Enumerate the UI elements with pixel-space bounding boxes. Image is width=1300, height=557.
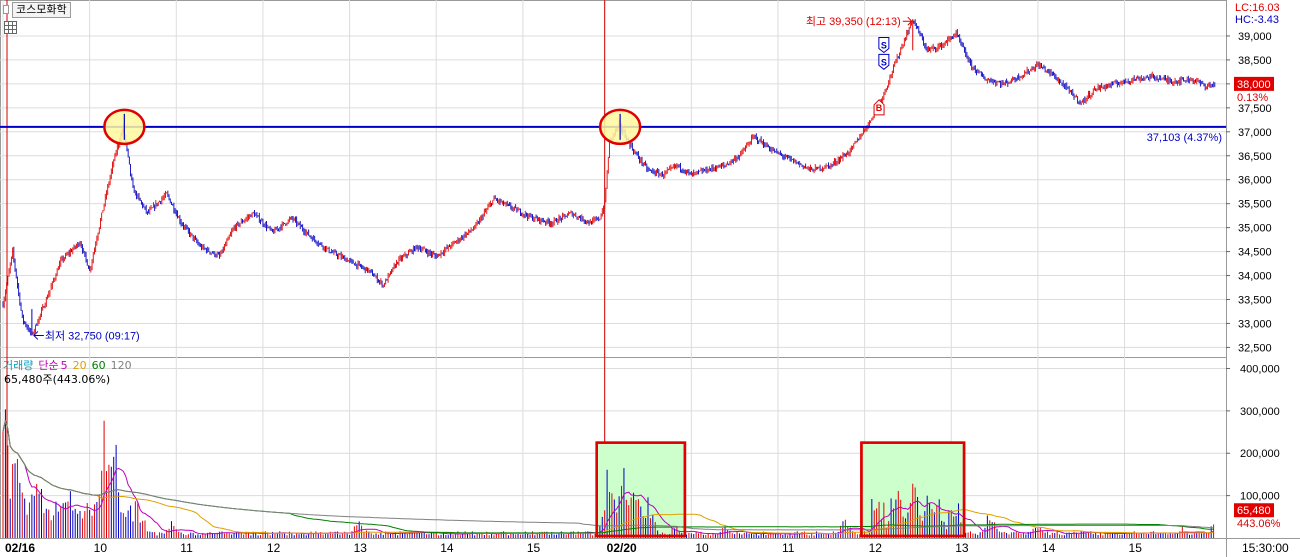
time-label: 12 — [267, 541, 281, 555]
current-volume-pct: 443.06% — [1237, 518, 1281, 530]
price-tick-label: 36,500 — [1238, 151, 1272, 163]
panel-toggle-icon[interactable] — [3, 5, 9, 14]
current-price-tag — [1234, 76, 1274, 91]
signal-label: S — [881, 57, 887, 67]
current-volume-tag — [1234, 503, 1274, 518]
price-candles — [2, 19, 1216, 336]
time-label: 13 — [354, 541, 368, 555]
hc-label: HC:-3.43 — [1235, 14, 1279, 26]
volume-tick-label: 400,000 — [1240, 363, 1280, 375]
volume-bars — [2, 409, 1215, 538]
volume-moving-averages — [2, 420, 1214, 535]
high-annotation: 최고 39,350 (12:13) — [806, 15, 901, 28]
volume-tick-label: 200,000 — [1240, 448, 1280, 460]
time-label: 13 — [955, 541, 969, 555]
current-volume: 65,480 — [1237, 505, 1271, 517]
price-tick-label: 36,000 — [1238, 175, 1272, 187]
time-label: 15:30:00 — [1242, 541, 1289, 555]
buy-signal-icon — [873, 99, 885, 116]
lc-label: LC:16.03 — [1235, 2, 1280, 14]
legend-ma20: 20 — [72, 359, 87, 372]
ma-120-line — [2, 420, 1214, 531]
price-tick-label: 37,500 — [1238, 103, 1272, 115]
price-panel-frame — [0, 0, 1227, 358]
volume-highlight-frame — [860, 441, 966, 538]
time-label: 14 — [440, 541, 454, 555]
stock-name: 코스모화학 — [16, 3, 67, 16]
price-tick-label: 34,500 — [1238, 247, 1272, 259]
signal-label: S — [881, 41, 887, 51]
legend-volume: 거래량 — [3, 359, 34, 372]
price-tick-label: 37,000 — [1238, 127, 1272, 139]
ma-20-line — [2, 420, 1214, 535]
sell-signal-icon — [878, 37, 890, 54]
price-tick-label: 35,000 — [1238, 223, 1272, 235]
time-label: 11 — [180, 541, 193, 555]
price-tick-label: 34,000 — [1238, 271, 1272, 283]
time-label: 02/20 — [607, 541, 637, 555]
reference-line-label: 37,103 (4.37%) — [1147, 132, 1222, 144]
price-tick-label: 33,500 — [1238, 295, 1272, 307]
price-tick-label: 32,500 — [1238, 342, 1272, 354]
legend-ma5: 5 — [60, 359, 68, 372]
chart-overlays: 37,103 (4.37%) 최고 39,350 (12:13) 최저 32,750… — [0, 15, 1226, 538]
time-label: 12 — [869, 541, 883, 555]
price-tick-label: 35,500 — [1238, 199, 1272, 211]
stock-name-box[interactable]: 코스모화학 — [12, 2, 71, 18]
volume-tick-label: 300,000 — [1240, 406, 1280, 418]
current-price: 38,000 — [1237, 79, 1271, 91]
legend-simple: 단순 — [38, 359, 59, 372]
low-arrow-icon — [33, 331, 44, 340]
price-tick-label: 38,500 — [1238, 55, 1272, 67]
ma-5-line — [2, 420, 1214, 535]
time-label: 15 — [1129, 541, 1143, 555]
x-axis-band — [0, 539, 1300, 557]
time-label: 10 — [94, 541, 108, 555]
time-label: 14 — [1042, 541, 1056, 555]
grid-settings-icon[interactable] — [4, 21, 17, 34]
time-label: 11 — [782, 541, 795, 555]
legend-ma60: 60 — [91, 359, 106, 372]
volume-legend: 거래량 단순 5 20 60 120 — [3, 359, 137, 372]
time-label: 15 — [527, 541, 541, 555]
current-change: 0.13% — [1237, 92, 1268, 104]
price-tick-label: 33,000 — [1238, 318, 1272, 330]
legend-ma120: 120 — [110, 359, 132, 372]
price-tick-label: 39,000 — [1238, 31, 1272, 43]
signal-label: B — [876, 103, 883, 113]
time-label: 02/16 — [5, 541, 35, 555]
chart-gridlines — [0, 0, 1227, 539]
volume-highlight-frame — [595, 441, 687, 538]
time-label: 10 — [695, 541, 709, 555]
high-arrow-icon — [902, 16, 913, 26]
volume-tick-label: 100,000 — [1240, 491, 1280, 503]
sell-signal-icon — [878, 53, 890, 70]
low-annotation: 최저 32,750 (09:17) — [45, 329, 140, 342]
volume-current-value: 65,480주(443.06%) — [4, 373, 111, 386]
